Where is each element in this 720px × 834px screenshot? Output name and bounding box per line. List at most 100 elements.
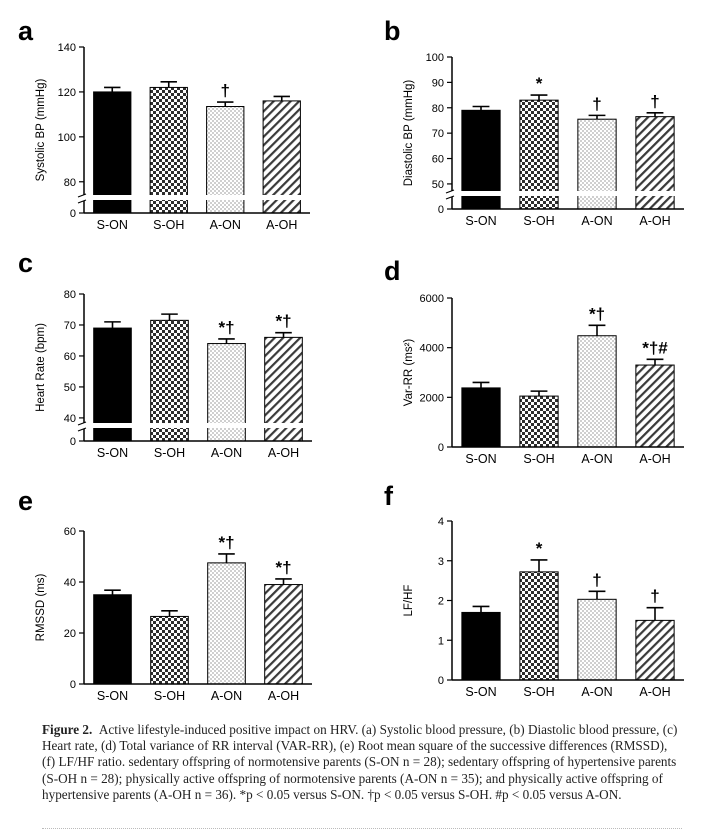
y-tick-label: 2	[438, 596, 444, 608]
y-tick-label: 60	[64, 526, 76, 538]
category-label: S-ON	[465, 452, 496, 466]
significance-mark: †	[650, 92, 659, 111]
y-axis-label: Systolic BP (mmHg)	[35, 79, 47, 182]
category-label: S-OH	[523, 452, 554, 466]
significance-mark: *	[536, 74, 543, 93]
panel-e: e RMSSD (ms) S-ON S-OH *† A-ON *† A-OH 0 20 40 60	[18, 486, 312, 703]
category-label: A-OH	[268, 689, 299, 703]
category-label: A-ON	[581, 685, 612, 699]
y-axis-label: Diastolic BP (mmHg)	[403, 80, 415, 187]
panel-letter: b	[384, 16, 401, 46]
axis-break-mark	[77, 421, 87, 426]
y-axis-label: Heart Rate (bpm)	[35, 323, 47, 412]
bar-a-oh	[262, 100, 301, 214]
y-tick-label: 0	[70, 436, 76, 448]
y-tick-label: 40	[64, 577, 76, 589]
category-label: A-OH	[266, 218, 297, 232]
y-tick-label: 100	[426, 52, 444, 64]
category-label: A-OH	[639, 214, 670, 228]
significance-mark: †	[592, 570, 601, 589]
bar-a-on	[207, 562, 246, 685]
category-label: A-ON	[211, 446, 242, 460]
category-label: S-ON	[97, 446, 128, 460]
axis-break-gap	[85, 195, 311, 200]
category-label: A-ON	[581, 214, 612, 228]
significance-mark: *†#	[642, 338, 668, 357]
panel-letter: f	[384, 481, 394, 511]
bar-s-on	[93, 594, 132, 685]
bar-a-oh	[264, 584, 303, 685]
bar-s-oh	[150, 319, 189, 442]
significance-mark: *	[536, 539, 543, 558]
bar-s-oh	[519, 395, 559, 448]
significance-mark: †	[650, 587, 659, 606]
category-label: S-OH	[154, 689, 185, 703]
category-label: S-OH	[523, 685, 554, 699]
panel-letter: c	[18, 248, 33, 278]
category-label: A-OH	[268, 446, 299, 460]
y-axis-label: Var-RR (ms²)	[403, 339, 415, 407]
panel-f: f LF/HF S-ON * S-OH † A-ON † A-OH 0 1 2 3 4	[384, 481, 684, 699]
y-tick-label: 140	[58, 42, 76, 54]
y-tick-label: 80	[64, 289, 76, 301]
y-tick-label: 100	[58, 132, 76, 144]
y-axis-label: LF/HF	[403, 585, 415, 617]
y-tick-label: 20	[64, 628, 76, 640]
caption-text: Active lifestyle-induced positive impact…	[42, 722, 678, 802]
bar-s-oh	[149, 86, 188, 214]
y-tick-label: 4	[438, 516, 444, 528]
y-tick-label: 0	[70, 679, 76, 691]
bar-s-on	[461, 611, 501, 681]
significance-mark: *†	[589, 304, 605, 323]
significance-mark: *†	[275, 558, 291, 577]
y-tick-label: 50	[64, 382, 76, 394]
divider	[42, 828, 682, 829]
category-label: S-ON	[97, 689, 128, 703]
y-tick-label: 50	[432, 179, 444, 191]
bar-a-on	[577, 598, 617, 681]
y-tick-label: 0	[438, 675, 444, 687]
bar-s-on	[461, 387, 501, 448]
y-tick-label: 70	[432, 128, 444, 140]
bar-a-on	[577, 335, 617, 448]
bar-a-oh	[635, 364, 675, 448]
y-tick-label: 2000	[420, 392, 444, 404]
category-label: S-OH	[153, 218, 184, 232]
category-label: A-ON	[211, 689, 242, 703]
significance-mark: †	[592, 94, 601, 113]
y-tick-label: 0	[70, 208, 76, 220]
y-tick-label: 6000	[420, 293, 444, 305]
y-tick-label: 4000	[420, 343, 444, 355]
category-label: S-ON	[465, 214, 496, 228]
significance-mark: *†	[218, 533, 234, 552]
significance-mark: †	[221, 81, 230, 100]
y-tick-label: 0	[438, 442, 444, 454]
bar-s-on	[93, 91, 132, 214]
category-label: A-OH	[639, 685, 670, 699]
category-label: S-OH	[154, 446, 185, 460]
y-tick-label: 60	[64, 351, 76, 363]
category-label: A-ON	[581, 452, 612, 466]
figure-2: a Systolic BP (mmHg) S-ON S-OH † A-ON A-OH 0 80 1…	[18, 16, 685, 703]
y-tick-label: 80	[432, 103, 444, 115]
figure-caption: Figure 2. Active lifestyle-induced posit…	[42, 722, 682, 803]
y-tick-label: 90	[432, 77, 444, 89]
axis-break-mark	[77, 427, 87, 432]
caption-label: Figure 2.	[42, 722, 93, 737]
significance-mark: *†	[275, 312, 291, 331]
bar-s-oh	[519, 571, 559, 681]
y-tick-label: 3	[438, 556, 444, 568]
panel-c: c Heart Rate (bpm) S-ON S-OH *† A-ON *† A-OH 0 40…	[18, 248, 313, 460]
category-label: S-ON	[97, 218, 128, 232]
bar-s-oh	[150, 615, 189, 685]
y-tick-label: 120	[58, 87, 76, 99]
bar-s-oh	[519, 99, 559, 210]
y-tick-label: 40	[64, 413, 76, 425]
category-label: A-OH	[639, 452, 670, 466]
category-label: S-ON	[465, 685, 496, 699]
y-tick-label: 60	[432, 154, 444, 166]
panel-letter: e	[18, 486, 33, 516]
y-tick-label: 80	[64, 177, 76, 189]
panel-a: a Systolic BP (mmHg) S-ON S-OH † A-ON A-OH 0 80 1…	[18, 16, 311, 232]
y-tick-label: 1	[438, 635, 444, 647]
